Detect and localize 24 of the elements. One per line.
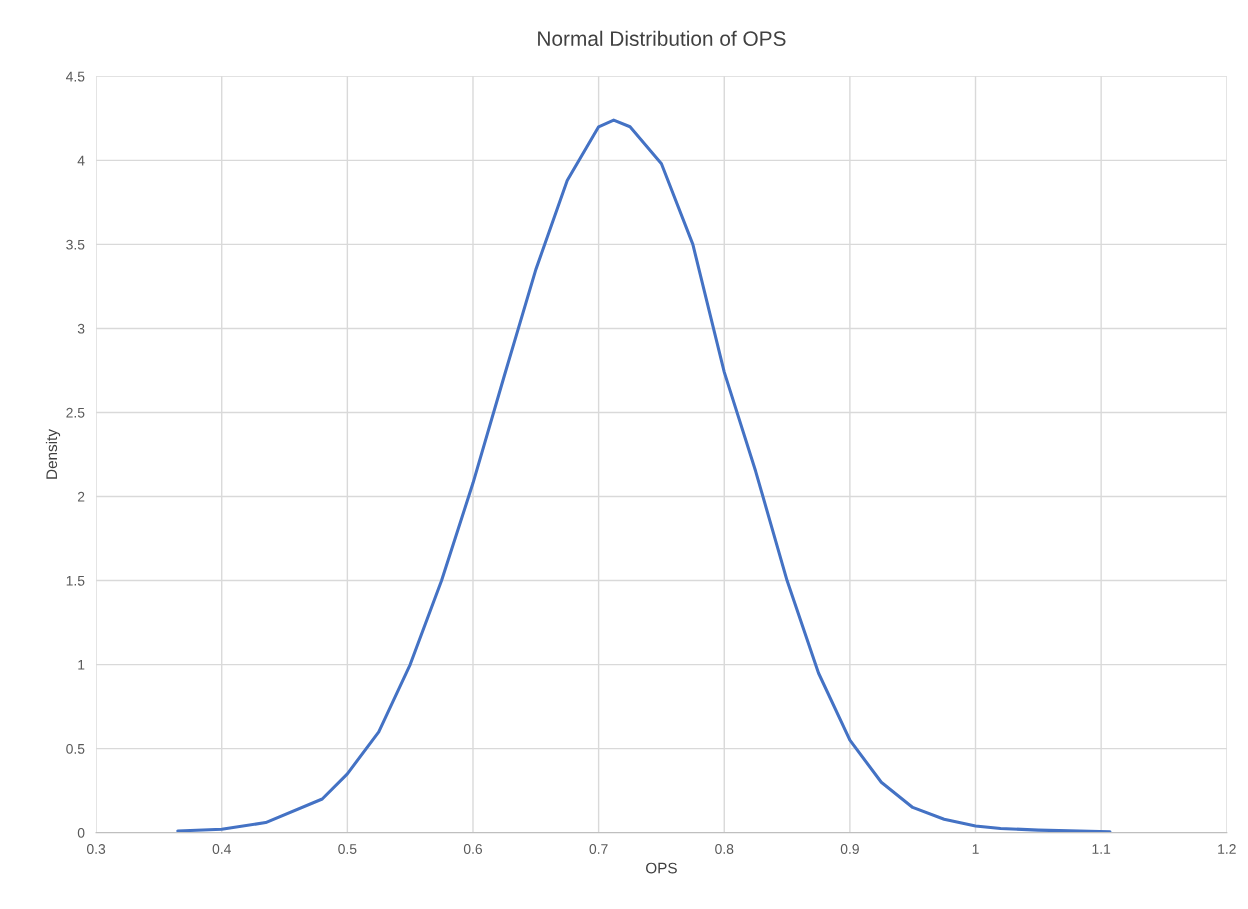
y-tick-label: 1 — [78, 660, 85, 670]
y-tick-label: 0 — [77, 827, 85, 838]
line-series — [176, 118, 1112, 833]
chart-title: Normal Distribution of OPS — [538, 30, 786, 47]
x-tick-label: 0.5 — [338, 844, 357, 854]
y-tick-label: 2 — [77, 491, 85, 502]
x-tick-label: 1 — [972, 844, 979, 854]
x-tick-label: 1.2 — [1218, 844, 1236, 854]
x-tick-label: 0.6 — [463, 844, 483, 854]
y-axis-title: Density — [45, 429, 61, 479]
y-tick-label: 4 — [77, 155, 85, 166]
x-tick-label: 0.9 — [840, 844, 859, 854]
x-tick-label: 1.1 — [1092, 844, 1111, 854]
y-tick-label: 2.5 — [66, 407, 85, 418]
y-tick-label: 1.5 — [66, 576, 85, 586]
x-tick-label: 0.3 — [86, 844, 106, 854]
x-tick-label: 0.4 — [212, 844, 231, 854]
y-tick-label: 4.5 — [66, 71, 85, 82]
x-axis-title: OPS — [646, 862, 677, 874]
x-tick-label: 0.8 — [715, 844, 734, 854]
x-tick-label: 0.7 — [589, 844, 608, 854]
y-tick-label: 0.5 — [66, 743, 85, 754]
y-tick-label: 3 — [77, 323, 85, 334]
y-tick-label: 3.5 — [66, 239, 85, 250]
